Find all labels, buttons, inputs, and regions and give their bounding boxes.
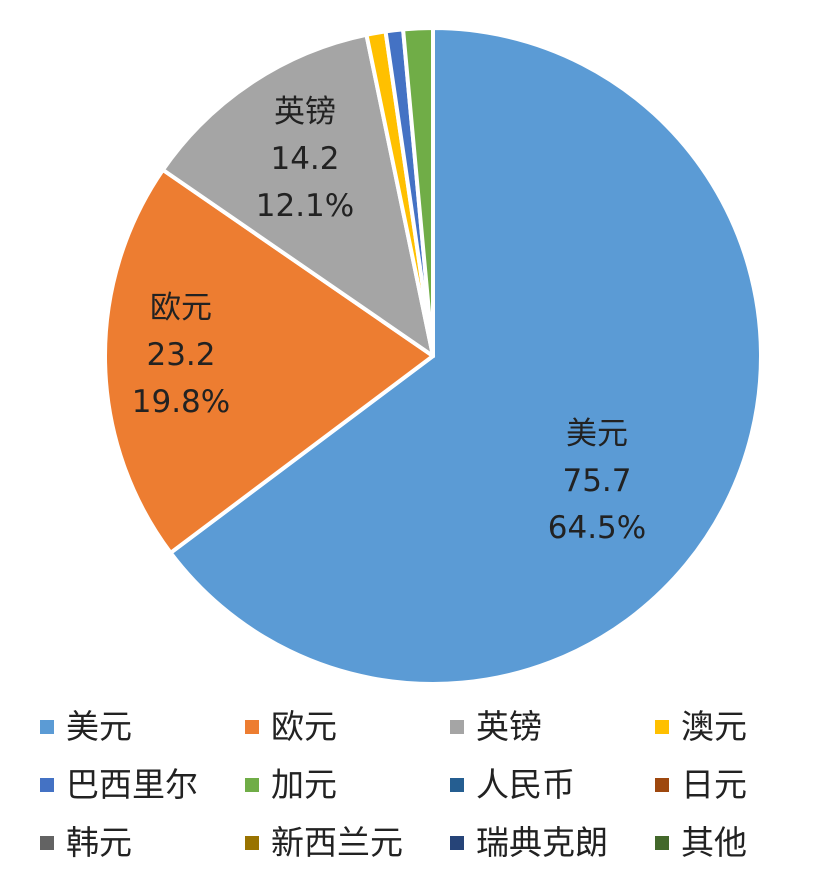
legend-item-e7be8ee58583: 美元 — [40, 705, 245, 749]
legend-item-e58aa0e58583: 加元 — [245, 763, 450, 807]
legend-item-e88bb1e99591: 英镑 — [450, 705, 655, 749]
data-label-e7be8ee58583: 美元 75.7 64.5% — [548, 416, 646, 546]
pie-slice-e7be8ee58583 — [168, 26, 763, 686]
legend-item-e6aca7e58583: 欧元 — [245, 705, 450, 749]
legend-item-e4babae6b091e5b881: 人民币 — [450, 763, 655, 807]
data-label-name: 欧元 — [150, 290, 212, 326]
legend-swatch — [40, 720, 54, 734]
legend-item-e696b0e8a5bfe585b0e58583: 新西兰元 — [245, 821, 450, 865]
legend-swatch — [450, 720, 464, 734]
legend-swatch — [40, 836, 54, 850]
legend-label: 瑞典克朗 — [476, 823, 608, 862]
legend-item-e585b6e4bb96: 其他 — [655, 821, 800, 865]
data-label-percent: 12.1% — [256, 188, 354, 224]
data-label-name: 美元 — [566, 416, 628, 452]
legend-label: 美元 — [66, 707, 132, 746]
legend-swatch — [450, 778, 464, 792]
legend-swatch — [450, 836, 464, 850]
legend-label: 人民币 — [476, 765, 575, 804]
data-label-value: 75.7 — [562, 463, 631, 499]
data-label-e6aca7e58583: 欧元 23.2 19.8% — [132, 290, 230, 420]
legend-swatch — [655, 836, 669, 850]
pie-slice-e6aca7e58583 — [103, 167, 435, 555]
pie-slice-e88bb1e99591 — [160, 32, 435, 358]
data-label-e88bb1e99591: 英镑 14.2 12.1% — [256, 94, 354, 224]
legend-item-e697a5e58583: 日元 — [655, 763, 800, 807]
legend-label: 巴西里尔 — [66, 765, 198, 804]
data-label-value: 14.2 — [270, 141, 339, 177]
legend-label: 韩元 — [66, 823, 132, 862]
legend-item-e7919ee585b8e5858be69c97: 瑞典克朗 — [450, 821, 655, 865]
data-label-percent: 19.8% — [132, 384, 230, 420]
legend-item-e6beb3e58583: 澳元 — [655, 705, 800, 749]
legend-label: 新西兰元 — [271, 823, 403, 862]
legend-swatch — [40, 778, 54, 792]
legend-label: 其他 — [681, 823, 747, 862]
chart-legend: 美元 欧元 英镑 澳元巴西里尔 加元 人民币 日元韩元 新西兰元 瑞典克朗 其他 — [40, 705, 800, 865]
legend-swatch — [655, 720, 669, 734]
legend-label: 澳元 — [681, 707, 747, 746]
legend-label: 加元 — [271, 765, 337, 804]
data-label-name: 英镑 — [274, 94, 336, 130]
data-label-percent: 64.5% — [548, 510, 646, 546]
legend-item-e99fa9e58583: 韩元 — [40, 821, 245, 865]
legend-swatch — [655, 778, 669, 792]
pie-slice-e58aa0e58583 — [401, 26, 435, 358]
legend-item-e5b7b4e8a5bfe9878ce5b094: 巴西里尔 — [40, 763, 245, 807]
legend-label: 英镑 — [476, 707, 542, 746]
legend-label: 欧元 — [271, 707, 337, 746]
data-label-value: 23.2 — [146, 337, 215, 373]
legend-label: 日元 — [681, 765, 747, 804]
pie-chart: 美元 75.7 64.5% 欧元 23.2 19.8% 英镑 14.2 12.1% — [103, 26, 763, 686]
legend-swatch — [245, 778, 259, 792]
legend-swatch — [245, 836, 259, 850]
legend-swatch — [245, 720, 259, 734]
